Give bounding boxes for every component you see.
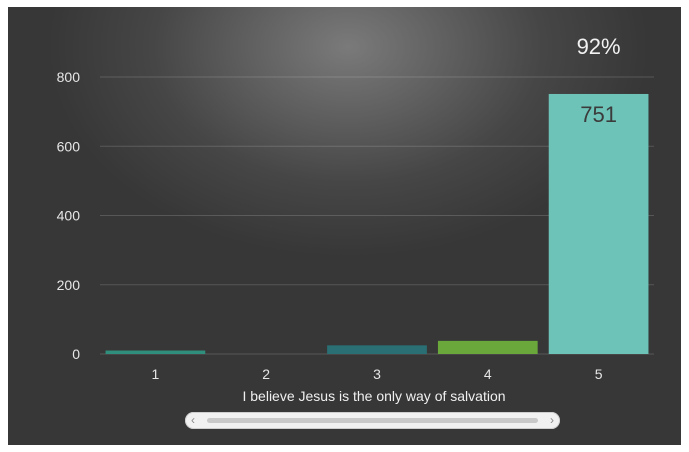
bar-3 xyxy=(327,345,427,354)
x-tick-label: 3 xyxy=(373,366,381,382)
scroll-right-arrow[interactable]: › xyxy=(550,413,554,427)
y-tick-label: 600 xyxy=(57,138,81,154)
x-tick-label: 5 xyxy=(595,366,603,382)
y-tick-label: 200 xyxy=(57,277,81,293)
x-tick-label: 4 xyxy=(484,366,492,382)
y-tick-label: 400 xyxy=(57,208,81,224)
y-tick-label: 800 xyxy=(57,69,81,85)
scroll-thumb[interactable] xyxy=(207,418,538,423)
data-label: 751 xyxy=(580,102,617,127)
horizontal-scrollbar[interactable]: ‹ › xyxy=(185,412,560,429)
x-tick-label: 1 xyxy=(152,366,160,382)
chart-panel: 0 200 400 600 800 1 2 3 4 5 751 92% I believe Jesus … xyxy=(8,7,681,445)
scroll-left-arrow[interactable]: ‹ xyxy=(191,413,195,427)
bar-4 xyxy=(437,340,538,354)
percent-annotation: 92% xyxy=(577,34,621,59)
bar-1 xyxy=(105,350,206,354)
bar-chart: 0 200 400 600 800 1 2 3 4 5 751 92% I believe Jesus … xyxy=(57,34,654,404)
x-tick-label: 2 xyxy=(262,366,270,382)
y-tick-label: 0 xyxy=(72,346,80,362)
bar-5 xyxy=(548,93,649,354)
x-axis-title: I believe Jesus is the only way of salva… xyxy=(242,388,505,404)
